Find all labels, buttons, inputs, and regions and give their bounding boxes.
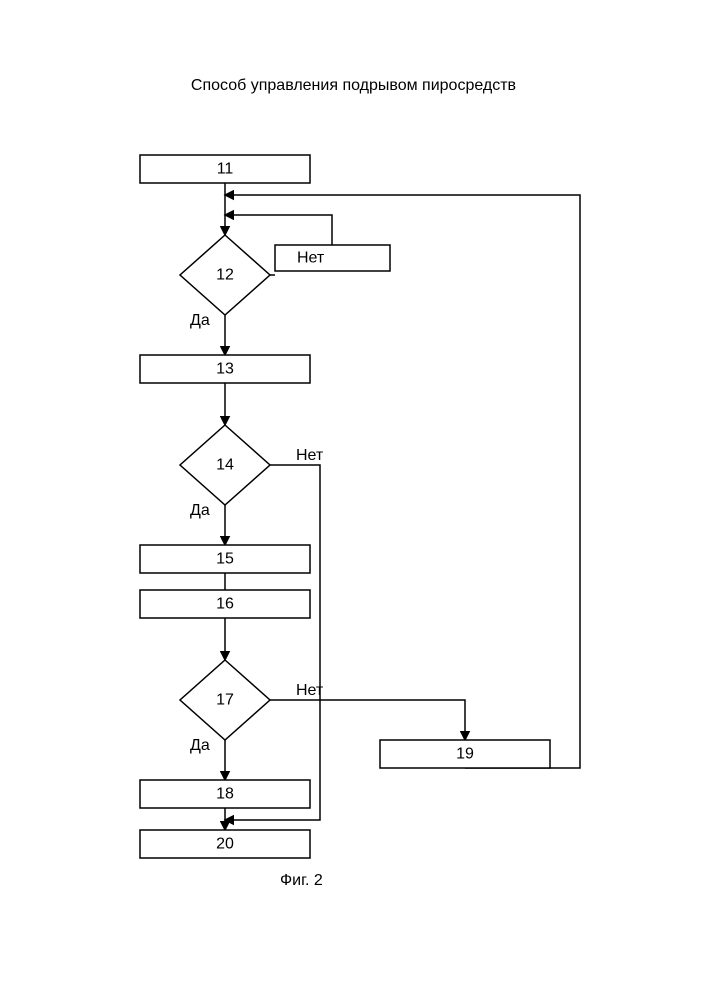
node-n14: 14 — [180, 425, 270, 505]
node-n17: 17 — [180, 660, 270, 740]
edge — [225, 195, 580, 768]
edge — [225, 215, 332, 245]
edge-label: Нет — [296, 447, 324, 464]
node-n12no — [275, 245, 390, 271]
node-n12: 12 — [180, 235, 270, 315]
node-n18: 18 — [140, 780, 310, 808]
node-n19: 19 — [380, 740, 550, 768]
node-n20: 20 — [140, 830, 310, 858]
node-label: 14 — [216, 457, 234, 474]
edge-label: Нет — [296, 682, 324, 699]
node-n16: 16 — [140, 590, 310, 618]
node-label: 11 — [217, 161, 234, 178]
node-label: 15 — [216, 551, 234, 568]
node-n15: 15 — [140, 545, 310, 573]
node-label: 12 — [216, 267, 234, 284]
edge-label: Да — [190, 312, 210, 329]
edge — [270, 700, 465, 740]
edge — [225, 465, 320, 820]
node-label: 13 — [216, 361, 234, 378]
node-label: 16 — [216, 596, 234, 613]
page-title: Способ управления подрывом пиросредств — [191, 77, 516, 94]
node-label: 19 — [456, 746, 474, 763]
edge-label: Да — [190, 502, 210, 519]
edge-label: Да — [190, 737, 210, 754]
node-label: 20 — [216, 836, 234, 853]
node-label: 17 — [216, 692, 234, 709]
node-label: 18 — [216, 786, 234, 803]
node-n11: 11 — [140, 155, 310, 183]
node-n13: 13 — [140, 355, 310, 383]
figure-caption: Фиг. 2 — [280, 872, 323, 889]
no-label-in-box: Нет — [297, 250, 325, 267]
